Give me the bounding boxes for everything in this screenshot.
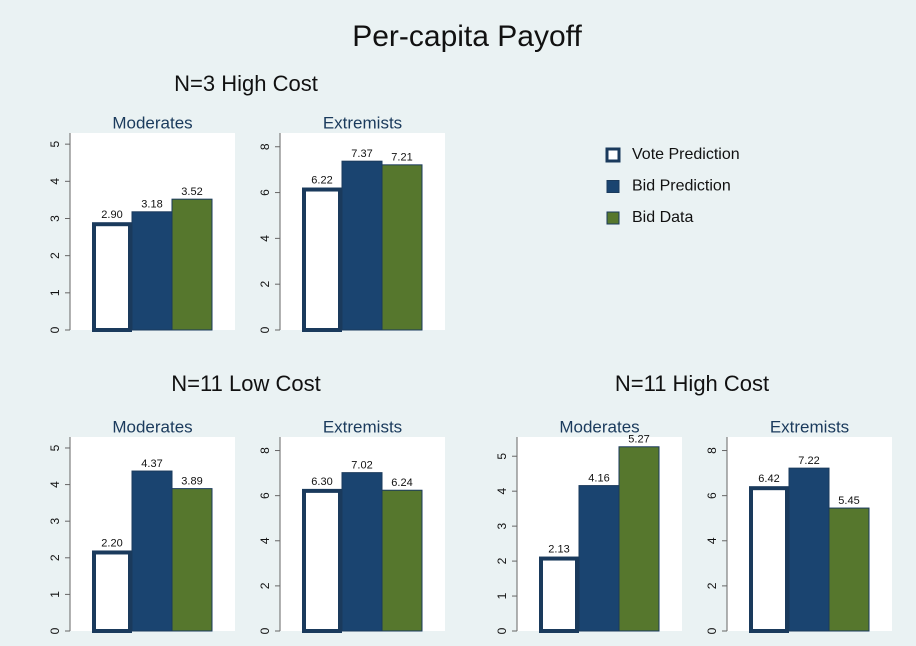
y-tick-label: 8 <box>705 447 719 454</box>
group-title: N=3 High Cost <box>174 71 318 96</box>
panel-title: Moderates <box>112 417 192 436</box>
value-label: 5.45 <box>838 495 859 507</box>
bar <box>131 211 173 331</box>
value-label: 3.52 <box>181 186 202 198</box>
legend-label: Bid Prediction <box>632 178 731 195</box>
y-tick-label: 0 <box>258 326 272 333</box>
y-tick-label: 0 <box>48 627 62 634</box>
y-tick-label: 2 <box>258 281 272 288</box>
y-tick-label: 2 <box>258 582 272 589</box>
value-label: 3.18 <box>141 199 162 211</box>
y-tick-label: 3 <box>48 518 62 525</box>
value-label: 5.27 <box>628 434 649 446</box>
chart-title: Per-capita Payoff <box>352 20 582 53</box>
y-tick-label: 2 <box>48 252 62 259</box>
value-label: 7.37 <box>351 148 372 160</box>
y-tick-label: 8 <box>258 143 272 150</box>
bar <box>92 222 132 332</box>
y-tick-label: 1 <box>48 591 62 598</box>
bar <box>92 550 132 633</box>
y-tick-label: 5 <box>48 140 62 147</box>
value-label: 6.24 <box>391 477 412 489</box>
bar <box>539 556 579 634</box>
bar <box>828 507 870 632</box>
y-tick-label: 4 <box>258 537 272 544</box>
y-tick-label: 4 <box>48 178 62 185</box>
y-tick-label: 0 <box>258 627 272 634</box>
y-tick-label: 6 <box>705 492 719 499</box>
y-tick-label: 4 <box>258 235 272 242</box>
y-tick-label: 1 <box>495 592 509 599</box>
bar <box>749 486 789 634</box>
value-label: 7.02 <box>351 460 372 472</box>
y-tick-label: 1 <box>48 289 62 296</box>
y-tick-label: 6 <box>258 492 272 499</box>
y-tick-label: 6 <box>258 189 272 196</box>
value-label: 7.21 <box>391 152 412 164</box>
y-tick-label: 5 <box>495 453 509 460</box>
y-tick-label: 0 <box>495 627 509 634</box>
value-label: 6.42 <box>758 473 779 485</box>
panel-title: Moderates <box>112 113 192 132</box>
legend-swatch <box>605 147 621 163</box>
y-tick-label: 3 <box>48 215 62 222</box>
legend-label: Bid Data <box>632 209 693 226</box>
panel-title: Extremists <box>770 417 849 436</box>
bar <box>381 489 423 632</box>
bar <box>302 187 342 332</box>
value-label: 3.89 <box>181 476 202 488</box>
bar <box>618 446 660 632</box>
y-tick-label: 0 <box>705 627 719 634</box>
y-tick-label: 0 <box>48 326 62 333</box>
bar <box>341 472 383 632</box>
y-tick-label: 2 <box>705 582 719 589</box>
bar <box>131 470 173 632</box>
value-label: 4.16 <box>588 472 609 484</box>
value-label: 2.90 <box>101 209 122 221</box>
group-title: N=11 High Cost <box>615 371 769 396</box>
y-tick-label: 2 <box>48 554 62 561</box>
bar <box>578 485 620 632</box>
bar <box>302 488 342 633</box>
y-tick-label: 4 <box>495 488 509 495</box>
y-tick-label: 4 <box>48 481 62 488</box>
y-tick-label: 2 <box>495 557 509 564</box>
y-tick-label: 3 <box>495 522 509 529</box>
bar <box>381 164 423 331</box>
panel-title: Extremists <box>323 113 402 132</box>
bar <box>341 160 383 331</box>
value-label: 7.22 <box>798 455 819 467</box>
y-tick-label: 4 <box>705 537 719 544</box>
value-label: 4.37 <box>141 458 162 470</box>
value-label: 6.22 <box>311 174 332 186</box>
value-label: 6.30 <box>311 476 332 488</box>
bar <box>171 488 213 632</box>
y-tick-label: 8 <box>258 447 272 454</box>
panel-title: Extremists <box>323 417 402 436</box>
bar <box>788 467 830 632</box>
legend-swatch <box>606 211 620 225</box>
value-label: 2.20 <box>101 537 122 549</box>
y-tick-label: 5 <box>48 444 62 451</box>
group-title: N=11 Low Cost <box>171 371 320 396</box>
value-label: 2.13 <box>548 543 569 555</box>
legend-swatch <box>606 180 620 193</box>
legend-label: Vote Prediction <box>632 146 740 163</box>
panel-title: Moderates <box>559 417 639 436</box>
bar <box>171 198 213 331</box>
